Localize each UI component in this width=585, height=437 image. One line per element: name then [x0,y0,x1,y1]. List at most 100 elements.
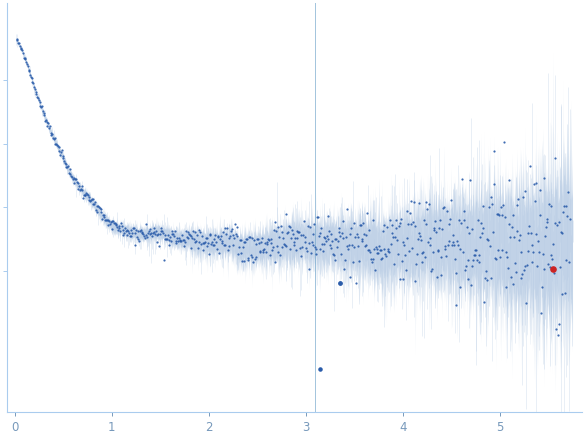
Point [476,219,486,226]
Point [49,135,58,142]
Point [204,250,214,257]
Point [167,231,176,238]
Point [159,229,168,236]
Point [550,220,559,227]
Point [84,194,94,201]
Point [548,240,558,247]
Point [476,233,485,240]
Point [200,238,209,245]
Point [355,257,364,264]
Point [76,186,85,193]
Point [321,237,331,244]
Point [18,50,27,57]
Point [449,239,458,246]
Point [164,241,174,248]
Point [512,202,522,209]
Point [81,191,90,198]
Point [492,210,501,217]
Point [309,231,318,238]
Point [233,250,243,257]
Point [505,233,515,240]
Point [290,235,300,242]
Point [322,232,332,239]
Point [13,39,23,46]
Point [296,253,305,260]
Point [54,147,64,154]
Point [274,248,283,255]
Point [61,163,70,170]
Point [354,234,363,241]
Point [422,220,431,227]
Point [128,225,137,232]
Point [112,222,121,229]
Point [488,229,498,236]
Point [137,229,147,236]
Point [494,212,504,218]
Point [480,298,489,305]
Point [321,234,330,241]
Point [559,208,568,215]
Point [507,274,516,281]
Point [503,253,512,260]
Point [194,226,203,233]
Point [545,201,554,208]
Point [63,163,73,170]
Point [467,225,477,232]
Point [484,204,494,211]
Point [498,201,508,208]
Point [510,234,519,241]
Point [284,223,294,230]
Point [399,275,408,282]
Point [96,206,105,213]
Point [243,256,252,263]
Point [274,233,284,240]
Point [115,224,124,231]
Point [550,155,560,162]
Point [482,276,491,283]
Point [254,239,263,246]
Point [508,281,517,288]
Point [121,228,130,235]
Point [291,246,301,253]
Point [397,257,407,264]
Point [309,220,319,227]
Point [542,218,551,225]
Point [501,284,510,291]
Point [301,239,310,246]
Point [420,254,429,261]
Point [390,234,400,241]
Point [235,236,245,243]
Point [324,212,333,219]
Point [442,253,451,260]
Point [405,210,415,217]
Point [369,256,378,263]
Point [536,309,546,316]
Point [460,208,469,215]
Point [515,232,525,239]
Point [111,220,120,227]
Point [44,125,54,132]
Point [379,245,388,252]
Point [232,224,241,231]
Point [259,246,268,253]
Point [211,238,221,245]
Point [353,242,362,249]
Point [384,249,394,256]
Point [431,217,440,224]
Point [45,123,54,130]
Point [409,199,418,206]
Point [498,246,507,253]
Point [300,234,309,241]
Point [37,103,47,110]
Point [543,260,553,267]
Point [47,132,56,139]
Point [262,240,271,247]
Point [525,163,535,170]
Point [368,217,377,224]
Point [74,186,83,193]
Point [171,240,180,247]
Point [283,230,292,237]
Point [278,235,288,242]
Point [60,158,69,165]
Point [71,176,81,183]
